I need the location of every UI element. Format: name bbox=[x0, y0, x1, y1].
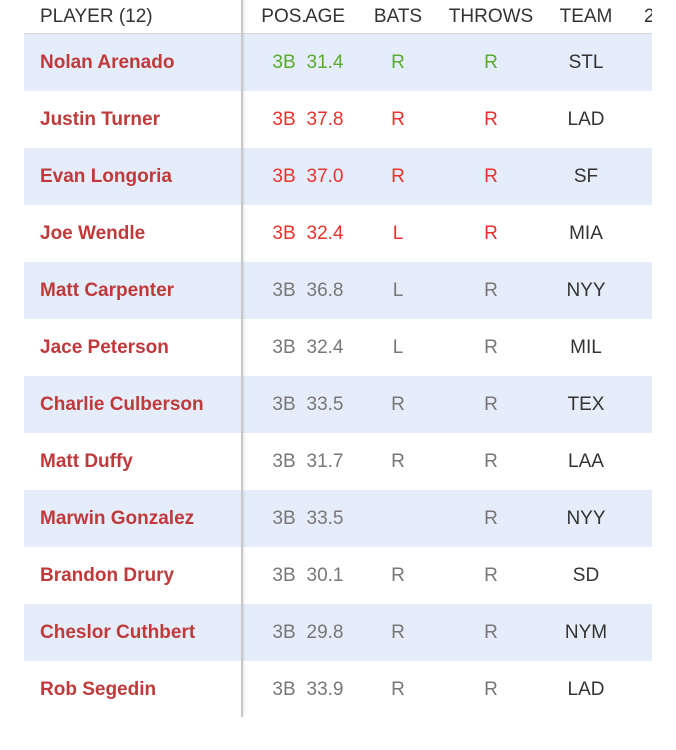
table-row[interactable]: Joe Wendle 3B 32.4 L R MIA bbox=[24, 205, 652, 262]
player-name-link[interactable]: Cheslor Cuthbert bbox=[40, 622, 196, 643]
table-row[interactable]: Brandon Drury 3B 30.1 R R SD bbox=[24, 547, 652, 604]
cell-bats: R bbox=[391, 622, 405, 643]
cell-pos: 3B bbox=[272, 679, 296, 700]
cell-age: 30.1 bbox=[306, 565, 344, 586]
cell-bats: R bbox=[391, 451, 405, 472]
cell-age: 37.0 bbox=[306, 166, 344, 187]
cell-team: SD bbox=[572, 565, 600, 586]
cell-team: SF bbox=[573, 166, 599, 187]
cell-team: MIA bbox=[569, 223, 603, 244]
cell-team: NYY bbox=[566, 508, 606, 529]
header-player[interactable]: PLAYER (12) bbox=[40, 6, 153, 27]
cell-age: 31.4 bbox=[306, 52, 344, 73]
cell-bats: R bbox=[391, 679, 405, 700]
cell-bats: R bbox=[391, 394, 405, 415]
cell-bats: R bbox=[391, 565, 405, 586]
cell-team: TEX bbox=[567, 394, 605, 415]
cell-team: NYM bbox=[564, 622, 608, 643]
cell-pos: 3B bbox=[272, 223, 296, 244]
header-age[interactable]: AGE bbox=[304, 6, 346, 27]
header-throws[interactable]: THROWS bbox=[448, 6, 534, 27]
cell-pos: 3B bbox=[272, 280, 296, 301]
cell-throws: R bbox=[484, 109, 498, 130]
player-name-link[interactable]: Joe Wendle bbox=[40, 223, 146, 244]
cell-age: 36.8 bbox=[306, 280, 344, 301]
player-name-link[interactable]: Brandon Drury bbox=[40, 565, 175, 586]
cell-throws: R bbox=[484, 280, 498, 301]
cell-age: 37.8 bbox=[306, 109, 344, 130]
cell-throws: R bbox=[484, 679, 498, 700]
cell-age: 33.9 bbox=[306, 679, 344, 700]
cell-throws: R bbox=[484, 622, 498, 643]
cell-pos: 3B bbox=[272, 109, 296, 130]
table-row[interactable]: Matt Duffy 3B 31.7 R R LAA bbox=[24, 433, 652, 490]
player-name-link[interactable]: Evan Longoria bbox=[40, 166, 172, 187]
cell-age: 33.5 bbox=[306, 508, 344, 529]
cell-throws: R bbox=[484, 52, 498, 73]
cell-age: 33.5 bbox=[306, 394, 344, 415]
player-name-link[interactable]: Marwin Gonzalez bbox=[40, 508, 195, 529]
cell-pos: 3B bbox=[272, 394, 296, 415]
cell-bats: R bbox=[391, 166, 405, 187]
player-name-link[interactable]: Justin Turner bbox=[40, 109, 160, 130]
cell-pos: 3B bbox=[272, 622, 296, 643]
table-row[interactable]: Justin Turner 3B 37.8 R R LAD bbox=[24, 91, 652, 148]
cell-age: 32.4 bbox=[306, 223, 344, 244]
cell-team: LAA bbox=[568, 451, 604, 472]
cell-team: LAD bbox=[567, 679, 605, 700]
cell-age: 29.8 bbox=[306, 622, 344, 643]
cell-throws: R bbox=[484, 337, 498, 358]
table-row[interactable]: Matt Carpenter 3B 36.8 L R NYY bbox=[24, 262, 652, 319]
cell-team: MIL bbox=[570, 337, 602, 358]
header-bats[interactable]: BATS bbox=[373, 6, 423, 27]
table-row[interactable]: Nolan Arenado 3B 31.4 R R STL bbox=[24, 34, 652, 91]
cell-throws: R bbox=[484, 394, 498, 415]
cell-pos: 3B bbox=[272, 52, 296, 73]
cell-pos: 3B bbox=[272, 565, 296, 586]
cell-throws: R bbox=[484, 223, 498, 244]
header-pos[interactable]: POS. bbox=[261, 6, 307, 27]
frozen-column-divider bbox=[241, 0, 243, 717]
table-row[interactable]: Charlie Culberson 3B 33.5 R R TEX bbox=[24, 376, 652, 433]
header-team[interactable]: TEAM bbox=[559, 6, 613, 27]
cell-team: NYY bbox=[566, 280, 606, 301]
cell-throws: R bbox=[484, 166, 498, 187]
cell-throws: R bbox=[484, 565, 498, 586]
player-name-link[interactable]: Matt Carpenter bbox=[40, 280, 175, 301]
cell-bats: R bbox=[391, 109, 405, 130]
cell-pos: 3B bbox=[272, 337, 296, 358]
table-row[interactable]: Cheslor Cuthbert 3B 29.8 R R NYM bbox=[24, 604, 652, 661]
cell-age: 32.4 bbox=[306, 337, 344, 358]
cell-team: LAD bbox=[567, 109, 605, 130]
cell-throws: R bbox=[484, 451, 498, 472]
table-row[interactable]: Evan Longoria 3B 37.0 R R SF bbox=[24, 148, 652, 205]
table-body: Nolan Arenado 3B 31.4 R R STL Justin Turner 3B 3… bbox=[24, 34, 652, 717]
table-row[interactable]: Rob Segedin 3B 33.9 R R LAD bbox=[24, 661, 652, 717]
cell-throws: R bbox=[484, 508, 498, 529]
cell-pos: 3B bbox=[272, 166, 296, 187]
players-table: PLAYER (12) POS. AGE BATS THROWS TEAM 2 … bbox=[24, 0, 652, 717]
cell-team: STL bbox=[568, 52, 604, 73]
cell-pos: 3B bbox=[272, 508, 296, 529]
header-extra-truncated[interactable]: 2 bbox=[644, 6, 652, 27]
table-row[interactable]: Jace Peterson 3B 32.4 L R MIL bbox=[24, 319, 652, 376]
cell-pos: 3B bbox=[272, 451, 296, 472]
cell-bats bbox=[368, 490, 428, 547]
player-name-link[interactable]: Rob Segedin bbox=[40, 679, 157, 700]
cell-bats: L bbox=[392, 223, 404, 244]
cell-bats: L bbox=[392, 280, 404, 301]
player-name-link[interactable]: Matt Duffy bbox=[40, 451, 133, 472]
cell-bats: R bbox=[391, 52, 405, 73]
player-name-link[interactable]: Jace Peterson bbox=[40, 337, 169, 358]
cell-age: 31.7 bbox=[306, 451, 344, 472]
player-name-link[interactable]: Nolan Arenado bbox=[40, 52, 175, 73]
cell-bats: L bbox=[392, 337, 404, 358]
player-name-link[interactable]: Charlie Culberson bbox=[40, 394, 204, 415]
table-row[interactable]: Marwin Gonzalez 3B 33.5 R NYY bbox=[24, 490, 652, 547]
table-header: PLAYER (12) POS. AGE BATS THROWS TEAM 2 bbox=[24, 0, 652, 34]
